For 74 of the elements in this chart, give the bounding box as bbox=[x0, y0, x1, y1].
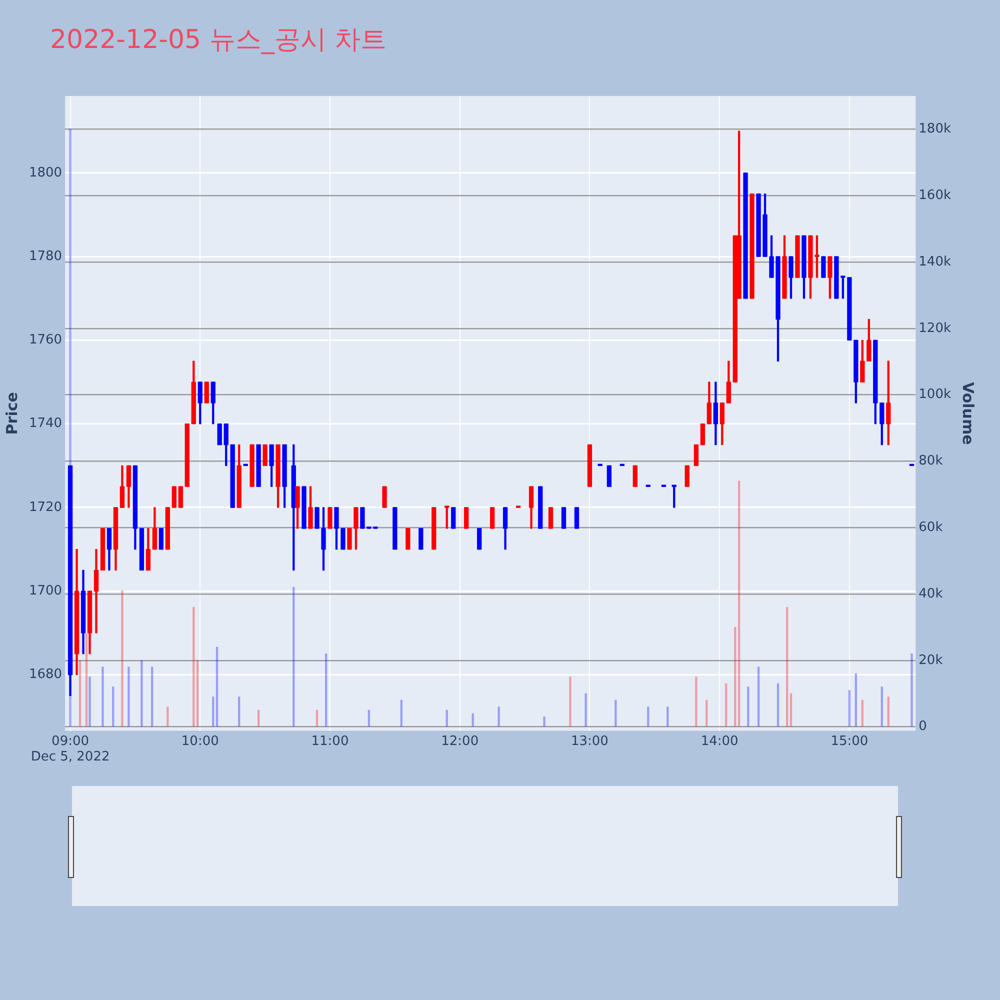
bar bbox=[78, 660, 82, 727]
bar bbox=[786, 606, 788, 727]
bar bbox=[400, 700, 402, 727]
bar bbox=[734, 626, 736, 727]
y-tick-label: 1740 bbox=[28, 416, 62, 432]
bar bbox=[880, 686, 883, 727]
y-tick-label: 1720 bbox=[28, 500, 62, 515]
x-tick-label: 12:00 bbox=[441, 734, 479, 749]
bar bbox=[584, 693, 587, 727]
y2-tick-label: 100k bbox=[918, 387, 952, 402]
bar bbox=[738, 480, 740, 727]
bar bbox=[238, 696, 240, 727]
bar bbox=[140, 660, 143, 727]
bar bbox=[446, 710, 448, 727]
x-tick-label: 15:00 bbox=[830, 734, 868, 749]
bar bbox=[121, 590, 124, 727]
x-tick-label: 09:00 Dec 5, 2022 bbox=[30, 734, 110, 765]
bar bbox=[747, 686, 750, 727]
bar bbox=[706, 700, 708, 727]
bar bbox=[316, 710, 318, 727]
y2-tick-label: 60k bbox=[918, 520, 944, 535]
bar bbox=[854, 673, 858, 727]
bar bbox=[790, 693, 792, 727]
bar bbox=[776, 683, 780, 727]
y2-tick-label: 40k bbox=[918, 586, 944, 602]
bar bbox=[724, 683, 728, 727]
bar bbox=[88, 676, 91, 727]
x-tick-label: 11:00 bbox=[311, 734, 349, 749]
x-tick-label: 13:00 bbox=[570, 734, 608, 749]
y-tick-label: 1680 bbox=[28, 667, 62, 682]
bar bbox=[151, 666, 154, 727]
y2-tick-label: 0 bbox=[918, 719, 927, 734]
bar bbox=[472, 713, 474, 727]
bar bbox=[757, 666, 760, 727]
y2-tick-label: 80k bbox=[918, 454, 944, 469]
bar bbox=[614, 700, 617, 727]
bar bbox=[368, 710, 370, 727]
bar bbox=[325, 653, 328, 727]
y-tick-label: 1760 bbox=[28, 332, 62, 348]
bar bbox=[112, 686, 114, 727]
bar bbox=[257, 710, 260, 727]
bar bbox=[910, 653, 913, 727]
bar bbox=[647, 706, 650, 727]
y2-tick-label: 20k bbox=[918, 652, 944, 668]
bar bbox=[848, 690, 851, 727]
bar bbox=[128, 666, 130, 727]
y-tick-label: 1700 bbox=[28, 584, 62, 598]
y2-tick-label: 160k bbox=[918, 188, 952, 203]
bar bbox=[292, 587, 295, 727]
bar bbox=[216, 646, 218, 727]
bar bbox=[861, 700, 864, 727]
x-tick-label: 14:00 bbox=[700, 734, 738, 749]
bar bbox=[212, 696, 214, 727]
candlestick bbox=[672, 484, 676, 508]
bar bbox=[695, 676, 698, 727]
y-axis-title: Price bbox=[2, 392, 21, 435]
bar bbox=[196, 660, 199, 727]
x-tick-label: 10:00 bbox=[181, 734, 219, 749]
bar bbox=[498, 706, 500, 727]
bar bbox=[543, 716, 546, 727]
bar bbox=[569, 676, 572, 727]
bar bbox=[666, 706, 669, 727]
y-tick-label: 1780 bbox=[28, 248, 62, 264]
bar bbox=[102, 666, 104, 727]
y-tick-label: 1800 bbox=[28, 165, 62, 180]
y2-tick-label: 140k bbox=[918, 254, 952, 270]
bar bbox=[166, 706, 169, 727]
bar bbox=[887, 696, 890, 727]
y2-axis-title: Volume bbox=[959, 382, 978, 445]
y2-tick-label: 120k bbox=[918, 320, 952, 336]
bar bbox=[192, 606, 195, 727]
bar bbox=[85, 634, 88, 727]
y2-tick-label: 180k bbox=[918, 122, 952, 137]
chart-title: 2022-12-05 뉴스_공시 차트 bbox=[50, 24, 387, 57]
